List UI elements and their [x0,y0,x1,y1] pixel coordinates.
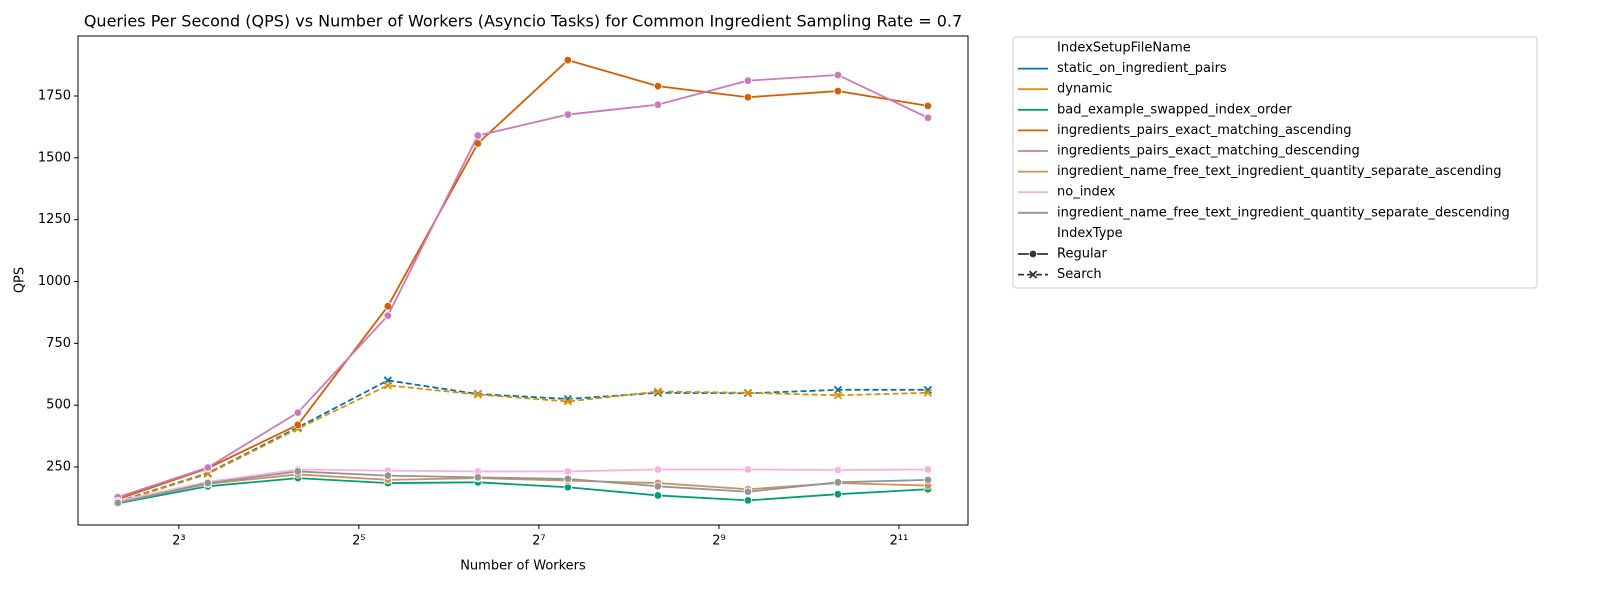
legend-entry: no_index [1057,185,1116,200]
legend-entry: ingredient_name_free_text_ingredient_qua… [1057,164,1501,179]
series-line [117,74,929,499]
marker [923,101,933,111]
marker [743,496,753,505]
plot-area [77,35,969,526]
marker [923,385,933,394]
marker [833,490,843,499]
marker [383,311,393,320]
marker [383,471,393,480]
legend-entry: ingredients_pairs_exact_matching_descend… [1057,144,1360,159]
legend-box [1012,36,1538,289]
marker [653,100,663,109]
marker [743,388,753,397]
x-tick-label: 2³ [172,534,185,549]
marker [653,491,663,500]
marker [1028,249,1038,259]
marker [743,93,753,102]
y-tick-label: 1750 [38,89,71,104]
marker [563,474,573,484]
marker [833,478,843,487]
y-tick-label: 1000 [38,274,71,289]
marker [473,390,483,399]
marker [203,463,213,472]
y-tick-label: 250 [46,460,71,475]
marker [833,70,843,80]
marker [833,391,843,400]
marker [923,465,933,474]
legend-entry: static_on_ingredient_pairs [1057,61,1227,76]
marker [563,55,573,65]
marker [473,473,483,482]
y-tick-label: 1500 [38,150,71,165]
legend-title: IndexType [1057,226,1123,241]
legend-title: IndexSetupFileName [1057,41,1191,56]
series-line [117,384,928,503]
series-line [117,477,928,505]
marker [293,408,303,417]
marker [743,465,753,474]
marker [923,113,933,122]
marker [833,465,843,475]
marker [653,465,663,474]
marker [653,81,663,91]
x-tick-label: 2⁵ [352,534,365,549]
y-axis-label: QPS [13,267,28,293]
y-tick-label: 750 [46,336,71,351]
marker [653,482,663,491]
marker [203,478,213,488]
series-line [117,470,928,504]
marker [653,387,663,396]
marker [563,397,573,406]
marker [383,381,392,390]
marker [293,467,303,476]
marker [743,76,753,85]
marker [563,467,573,476]
marker [293,420,303,430]
series-line [117,468,928,503]
x-axis-label: Number of Workers [460,559,586,574]
marker [833,86,843,96]
legend-entry: dynamic [1057,82,1113,97]
marker [473,131,483,140]
x-tick-label: 2¹¹ [890,534,909,549]
y-tick-label: 1250 [38,212,71,227]
marker [1028,270,1038,279]
y-tick-label: 500 [46,398,71,413]
x-tick-label: 2⁹ [712,534,725,549]
marker [113,498,123,508]
chart-title: Queries Per Second (QPS) vs Number of Wo… [84,12,962,31]
marker [743,487,753,496]
legend-entry: ingredients_pairs_exact_matching_ascendi… [1057,123,1351,138]
marker [923,475,933,485]
marker [923,388,933,397]
legend-entry: Regular [1057,247,1108,262]
legend-entry: Search [1057,267,1102,282]
legend-entry: bad_example_swapped_index_order [1057,102,1292,117]
marker [563,110,573,119]
legend-entry: ingredient_name_free_text_ingredient_qua… [1057,205,1510,220]
x-tick-label: 2⁷ [532,534,545,549]
series-line [117,59,929,501]
